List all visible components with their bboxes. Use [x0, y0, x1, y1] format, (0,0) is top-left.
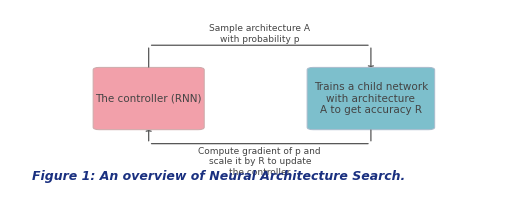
Text: Trains a child network
with architecture
A to get accuracy R: Trains a child network with architecture… — [314, 82, 428, 115]
Text: Figure 1: An overview of Neural Architecture Search.: Figure 1: An overview of Neural Architec… — [32, 170, 405, 183]
FancyBboxPatch shape — [307, 67, 435, 130]
Text: Compute gradient of p and
scale it by R to update
the controller: Compute gradient of p and scale it by R … — [199, 147, 321, 177]
Text: Sample architecture A
with probability p: Sample architecture A with probability p — [209, 24, 310, 44]
FancyBboxPatch shape — [93, 67, 204, 130]
Text: The controller (RNN): The controller (RNN) — [96, 94, 202, 104]
